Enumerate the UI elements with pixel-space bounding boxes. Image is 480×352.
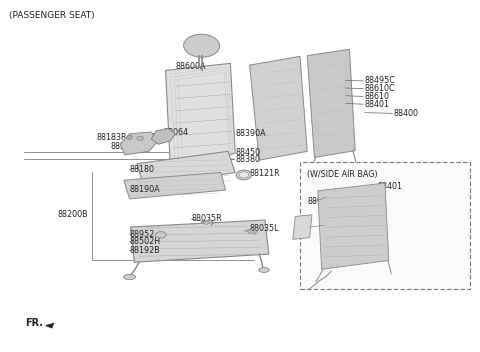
Text: 88450: 88450 <box>235 147 260 157</box>
Text: 88282A: 88282A <box>110 142 141 151</box>
FancyBboxPatch shape <box>300 162 470 289</box>
Text: 88063: 88063 <box>137 133 162 142</box>
Text: 88502H: 88502H <box>130 237 161 246</box>
Text: 88064: 88064 <box>163 128 188 137</box>
Ellipse shape <box>184 34 219 57</box>
Text: (W/SIDE AIR BAG): (W/SIDE AIR BAG) <box>307 170 378 179</box>
Text: 88180: 88180 <box>130 165 155 174</box>
Text: FR.: FR. <box>25 318 43 328</box>
Ellipse shape <box>124 275 136 279</box>
Text: 88035R: 88035R <box>192 214 223 224</box>
Polygon shape <box>166 63 235 169</box>
Ellipse shape <box>239 172 249 178</box>
Text: 88610C: 88610C <box>365 84 396 93</box>
Text: 88390A: 88390A <box>235 129 266 138</box>
Text: 88401: 88401 <box>365 100 390 109</box>
Text: 88183R: 88183R <box>96 133 127 142</box>
Polygon shape <box>318 183 389 269</box>
Ellipse shape <box>156 232 166 238</box>
Text: (PASSENGER SEAT): (PASSENGER SEAT) <box>9 11 94 20</box>
Text: 88495C: 88495C <box>365 76 396 86</box>
Text: 88952: 88952 <box>130 230 155 239</box>
Polygon shape <box>131 220 269 262</box>
Text: 88192B: 88192B <box>130 246 160 255</box>
Ellipse shape <box>236 170 252 180</box>
Ellipse shape <box>127 135 132 139</box>
Text: 88200B: 88200B <box>58 209 88 219</box>
Polygon shape <box>250 56 307 160</box>
Text: 88035L: 88035L <box>250 224 279 233</box>
Ellipse shape <box>248 230 253 233</box>
Polygon shape <box>293 215 312 239</box>
Polygon shape <box>124 172 226 199</box>
Polygon shape <box>307 49 355 157</box>
Ellipse shape <box>137 136 144 140</box>
Text: 88401: 88401 <box>377 182 403 191</box>
Text: 88920T: 88920T <box>307 197 337 206</box>
Ellipse shape <box>204 221 209 224</box>
Text: 88400: 88400 <box>394 109 419 118</box>
Text: 88121R: 88121R <box>250 169 280 178</box>
Ellipse shape <box>259 268 269 272</box>
Text: 88190A: 88190A <box>130 185 160 194</box>
Polygon shape <box>46 323 54 328</box>
Polygon shape <box>151 128 175 144</box>
Text: 88610: 88610 <box>365 92 390 101</box>
Polygon shape <box>120 132 158 155</box>
Polygon shape <box>137 151 235 187</box>
Text: 88600A: 88600A <box>176 62 206 71</box>
Text: 88380: 88380 <box>235 155 260 164</box>
